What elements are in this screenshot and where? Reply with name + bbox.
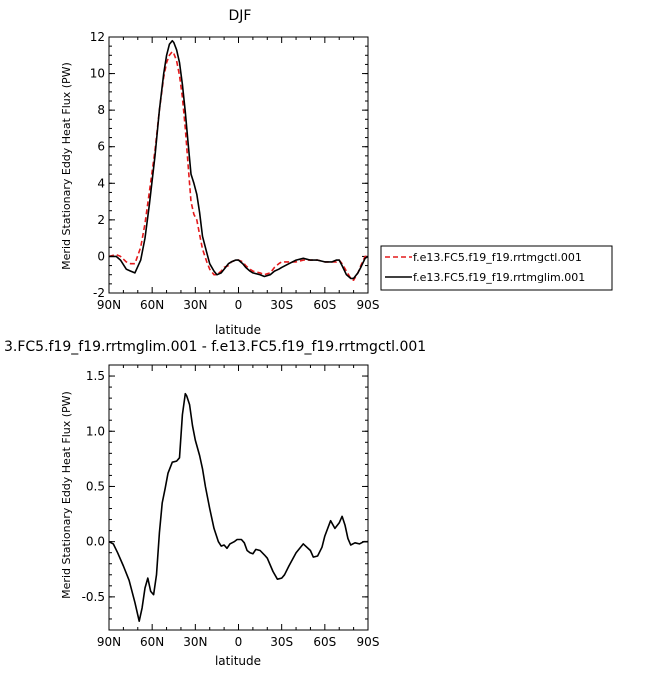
bottom-plot-area: 90N 60N 30N 0 30S 60S 90S -0.5 0.0 0.5 1.0 1.5 xyxy=(82,364,380,649)
top-y-tick-label: 2 xyxy=(97,213,105,227)
legend-label-lim: f.e13.FC5.f19_f19.rrtmglim.001 xyxy=(413,271,585,284)
top-x-axis-label: latitude xyxy=(215,323,261,337)
top-x-tick-label: 60S xyxy=(313,298,336,312)
bottom-x-tick-label: 30S xyxy=(270,635,293,649)
bottom-y-tick-label: 1.0 xyxy=(86,424,105,438)
top-y-tick-label: 10 xyxy=(90,67,105,81)
top-series-line-0 xyxy=(108,50,368,282)
top-plot-frame xyxy=(108,36,369,294)
top-y-tick-label: 12 xyxy=(90,30,105,44)
bottom-y-tick-label: 0.0 xyxy=(86,535,105,549)
top-y-tick-label: 6 xyxy=(97,140,105,154)
top-y-tick-label: 4 xyxy=(97,176,105,190)
top-x-tick-label: 90N xyxy=(97,298,121,312)
bottom-x-tick-label: 0 xyxy=(235,635,243,649)
legend-label-ctl: f.e13.FC5.f19_f19.rrtmgctl.001 xyxy=(413,251,582,264)
bottom-x-tick-label: 30N xyxy=(183,635,207,649)
bottom-x-axis-label: latitude xyxy=(215,654,261,668)
bottom-y-tick-label: 0.5 xyxy=(86,479,105,493)
top-x-tick-label: 30S xyxy=(270,298,293,312)
top-y-tick-label: 0 xyxy=(97,249,105,263)
top-x-tick-label: 30N xyxy=(183,298,207,312)
top-y-tick-label: -2 xyxy=(93,286,105,300)
top-chart-title: DJF xyxy=(229,8,252,24)
bottom-y-axis-label: Merid Stationary Eddy Heat Flux (PW) xyxy=(60,391,73,599)
bottom-series-line-0 xyxy=(108,392,368,623)
bottom-x-tick-label: 90S xyxy=(357,635,380,649)
top-series-line-1 xyxy=(109,39,369,280)
bottom-plot-frame xyxy=(108,364,369,631)
top-x-tick-label: 60N xyxy=(140,298,164,312)
top-y-tick-label: 8 xyxy=(97,103,105,117)
bottom-x-tick-label: 90N xyxy=(97,635,121,649)
top-plot-area: 90N 60N 30N 0 30S 60S 90S -2 0 2 4 6 8 10 12 xyxy=(90,30,380,312)
legend-box xyxy=(380,245,613,291)
bottom-y-tick-label: -0.5 xyxy=(82,590,105,604)
top-y-axis-label: Merid Stationary Eddy Heat Flux (PW) xyxy=(60,62,73,270)
top-x-tick-label: 0 xyxy=(235,298,243,312)
bottom-x-tick-label: 60S xyxy=(313,635,336,649)
top-x-tick-label: 90S xyxy=(357,298,380,312)
bottom-x-tick-label: 60N xyxy=(140,635,164,649)
bottom-chart-title: 3.FC5.f19_f19.rrtmglim.001 - f.e13.FC5.f… xyxy=(4,339,426,355)
bottom-y-tick-label: 1.5 xyxy=(86,369,105,383)
legend: f.e13.FC5.f19_f19.rrtmgctl.001 f.e13.FC5… xyxy=(380,245,613,291)
